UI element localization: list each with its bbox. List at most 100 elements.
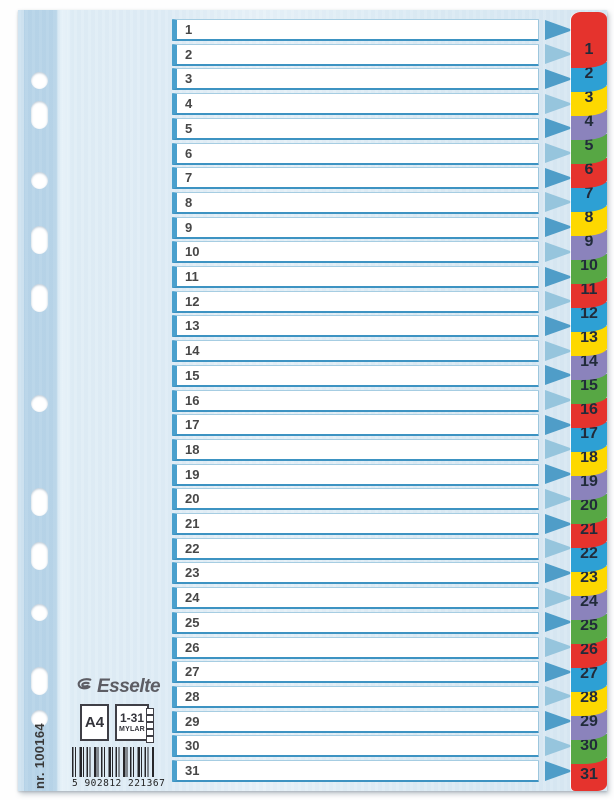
right-arrow-icon: [545, 414, 573, 435]
entry-row: 15: [172, 364, 539, 387]
material-label: MYLAR: [119, 725, 145, 733]
tab-number: 27: [580, 665, 598, 682]
esselte-logo: Esselte: [76, 676, 161, 698]
tab-number: 28: [580, 689, 598, 706]
entry-row-number: 27: [185, 664, 200, 680]
punch-hole: [31, 667, 48, 695]
right-arrow-icon: [545, 390, 573, 410]
right-arrow-icon: [545, 68, 573, 89]
right-arrow-icon: [545, 340, 573, 361]
tab-number: 4: [584, 113, 594, 130]
entry-row-number: 4: [185, 96, 193, 112]
entry-row: 12: [172, 290, 539, 313]
entry-row: 28: [172, 685, 539, 708]
punch-hole: [31, 226, 48, 254]
entry-row-number: 9: [185, 219, 193, 235]
entry-row-number: 12: [185, 293, 200, 309]
entry-row: 5: [172, 117, 539, 140]
right-arrow-icon: [545, 538, 573, 559]
tab-number: 26: [580, 641, 598, 658]
tab-number: 9: [584, 233, 594, 250]
entry-row: 7: [172, 167, 539, 190]
tab-number: 25: [580, 617, 598, 634]
entry-row: 22: [172, 537, 539, 560]
esselte-swirl-icon: [76, 677, 94, 698]
entry-row: 10: [172, 241, 539, 264]
entry-row: 18: [172, 438, 539, 461]
entry-row: 8: [172, 191, 539, 214]
entry-row-number: 5: [185, 120, 193, 136]
entry-row-number: 6: [185, 145, 193, 161]
entry-row-number: 18: [185, 441, 200, 457]
entry-row: 6: [172, 142, 539, 165]
right-arrow-icon: [545, 612, 573, 633]
entry-row-number: 8: [185, 194, 193, 210]
tab-number: 16: [580, 401, 598, 418]
entry-row-number: 11: [185, 269, 199, 284]
entry-row: 27: [172, 661, 539, 684]
range-box: 1-31 MYLAR: [115, 704, 154, 743]
format-box: A4: [80, 704, 109, 741]
entry-row: 24: [172, 587, 539, 610]
tab-number: 13: [580, 329, 598, 346]
entry-row: 4: [172, 93, 539, 116]
pictogram-tab-mark: [146, 715, 154, 722]
entry-row: 26: [172, 636, 539, 659]
entry-row-number: 20: [185, 491, 200, 507]
entry-row-number: 26: [185, 639, 200, 655]
tab-number: 2: [584, 65, 594, 82]
tab-number: 11: [580, 281, 598, 298]
tab-number: 17: [580, 425, 598, 442]
entry-row: 19: [172, 463, 539, 486]
right-arrow-icon: [545, 241, 573, 262]
tab-number: 20: [580, 497, 598, 514]
right-arrow-icon: [545, 711, 573, 732]
punch-hole: [31, 394, 48, 412]
entry-row-number: 10: [185, 244, 200, 260]
entry-row: 23: [172, 562, 539, 585]
entry-row: 29: [172, 710, 539, 733]
entry-row: 20: [172, 488, 539, 511]
punch-hole: [31, 101, 48, 129]
barcode: 5 902812 221367: [72, 747, 165, 789]
right-arrow-icon: [545, 19, 573, 40]
tab-number: 23: [580, 569, 598, 586]
entry-row-number: 14: [185, 343, 200, 359]
entry-row: 2: [172, 43, 539, 66]
brand-name: Esselte: [97, 676, 161, 697]
entry-row-number: 16: [185, 392, 200, 408]
tab-number: 7: [584, 185, 594, 202]
entry-row-number: 22: [185, 540, 200, 556]
tab-number: 22: [580, 545, 598, 562]
index-tab-1: 1: [571, 12, 607, 68]
entry-row-number: 29: [185, 713, 200, 729]
right-arrow-icon: [545, 167, 573, 188]
right-arrow-icon: [545, 291, 573, 312]
tab-number: 19: [580, 473, 598, 490]
right-arrow-icon: [545, 192, 573, 213]
tab-number: 24: [580, 593, 598, 610]
entry-row-number: 28: [185, 688, 200, 704]
entry-row-number: 23: [185, 565, 200, 581]
tab-number: 12: [580, 305, 598, 322]
right-arrow-icon: [545, 661, 573, 682]
entry-row: 9: [172, 216, 539, 239]
entry-row: 11: [172, 266, 539, 288]
index-tab-16: 16: [571, 398, 607, 428]
entry-row: 25: [172, 611, 539, 634]
punch-hole: [31, 603, 48, 621]
entry-row: 13: [172, 315, 539, 338]
right-arrow-icon: [545, 365, 573, 386]
tab-number: 3: [584, 89, 594, 106]
right-arrow-icon: [545, 143, 573, 163]
pictogram-tab-mark: [146, 708, 154, 715]
right-arrow-icon: [545, 464, 573, 485]
right-arrow-icon: [545, 118, 573, 139]
entry-row-number: 15: [185, 367, 200, 383]
tab-column: 1 2 3 4 5 6 7 8 9 10 11 12 13 14 15 16 17 18 19 20 21 22 23 24 2…: [571, 10, 607, 791]
right-arrow-icon: [545, 315, 573, 336]
entry-row-number: 1: [185, 22, 193, 37]
right-arrow-icon: [545, 266, 573, 287]
format-label: A4: [84, 714, 105, 731]
pictogram-tab-mark: [146, 736, 154, 743]
